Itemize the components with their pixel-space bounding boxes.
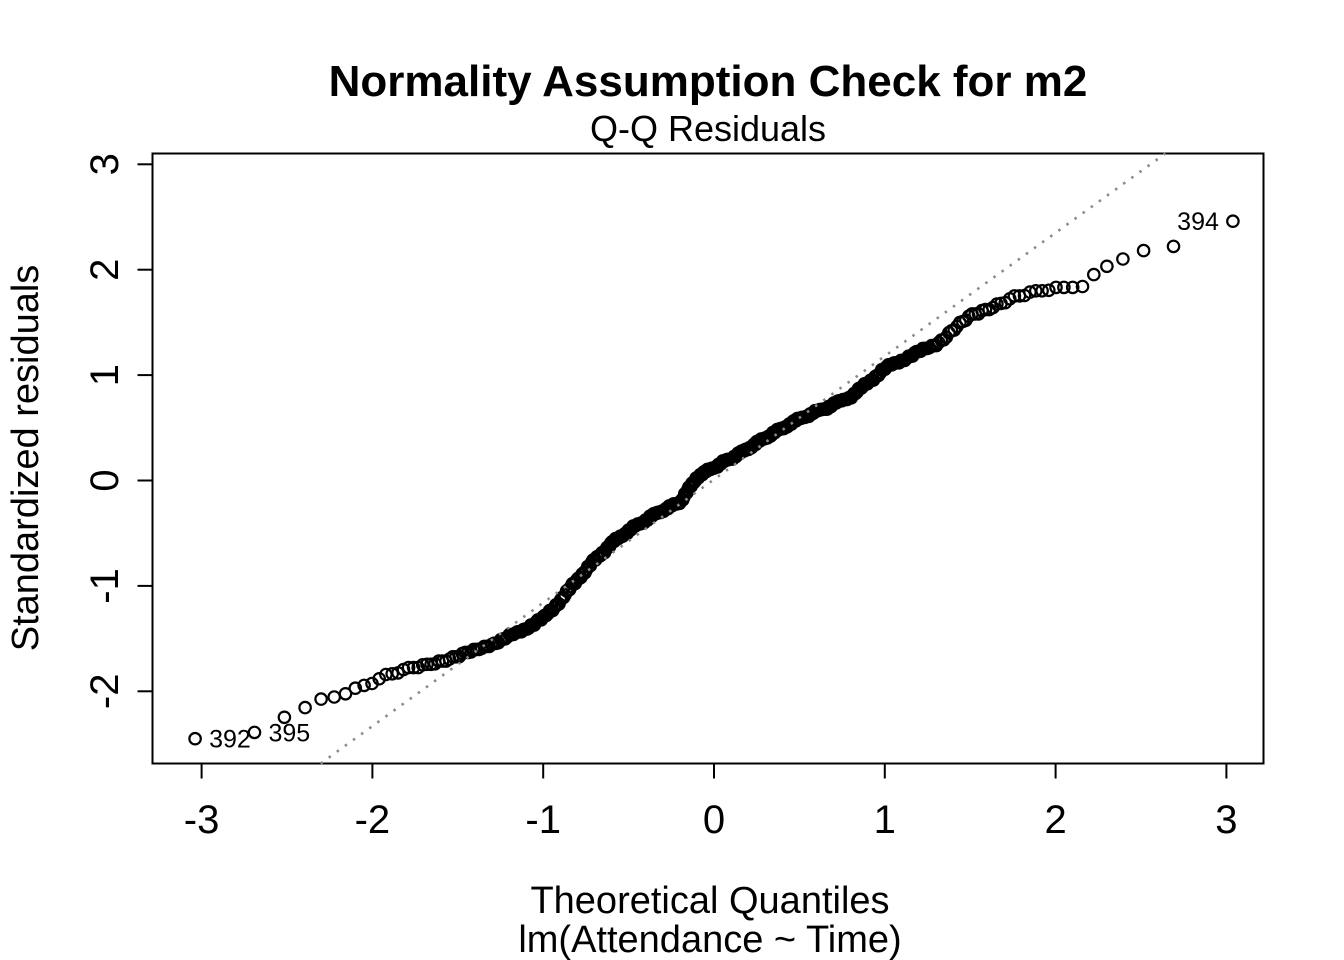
x-axis-ticks: -3 -2 -1 0 1 2 3 [184,763,1238,842]
qq-point [401,660,416,675]
qq-point [1116,252,1130,266]
qq-point [348,681,363,695]
y-tick-label: -1 [83,568,127,604]
qq-point [1049,280,1063,295]
qq-point [385,666,399,681]
qq-point [247,725,262,740]
x-tick-label: 3 [1215,798,1237,842]
outlier-label-395: 395 [269,719,311,747]
qq-point [1100,259,1114,274]
y-tick-label: 3 [83,153,127,175]
qq-point [1226,214,1240,228]
qq-point [1136,243,1151,258]
y-axis-ticks: -2 -1 0 1 2 3 [83,153,153,709]
qq-point [277,710,292,725]
plot-border-box [151,152,1265,765]
y-axis-title: Standardized residuals [5,265,47,652]
x-tick-label: 1 [874,798,896,842]
qq-point [420,657,434,672]
outlier-label-392: 392 [209,726,251,754]
qq-point [338,686,353,701]
qq-point [1042,283,1056,298]
qq-reference-line [319,152,1167,765]
qq-point [1075,279,1090,294]
qq-point [1007,289,1022,303]
qq-point [327,690,341,704]
y-tick-label: 1 [83,364,127,386]
y-tick-label: 0 [83,469,127,491]
qq-point [372,671,386,686]
qq-point [357,678,371,693]
qq-point [1035,283,1049,298]
x-tick-label: -2 [355,798,391,842]
qq-point [406,660,421,675]
chart-title: Normality Assumption Check for m2 [329,57,1088,106]
x-axis-title: Theoretical Quantiles [530,880,889,922]
x-tick-label: -3 [184,798,220,842]
qq-point [314,692,328,706]
outlier-labels: 392 395 394 [209,208,1219,754]
qq-point [1087,267,1101,282]
qq-point [1065,280,1080,295]
qq-point [1057,280,1071,295]
x-tick-label: 0 [703,798,725,842]
qq-point [1166,239,1181,254]
y-tick-label: 2 [83,259,127,281]
qq-point [1029,283,1043,298]
qq-point [298,700,312,715]
y-tick-label: -2 [83,674,127,710]
qq-points [188,214,1240,746]
x-axis-subtitle-model: lm(Attendance ~ Time) [518,919,901,960]
reference-line-dotted [319,152,1167,765]
x-tick-label: -1 [525,798,561,842]
x-tick-label: 2 [1044,798,1066,842]
outlier-label-394: 394 [1177,208,1219,236]
chart-subtitle: Q-Q Residuals [590,108,826,149]
qq-point [188,731,202,746]
